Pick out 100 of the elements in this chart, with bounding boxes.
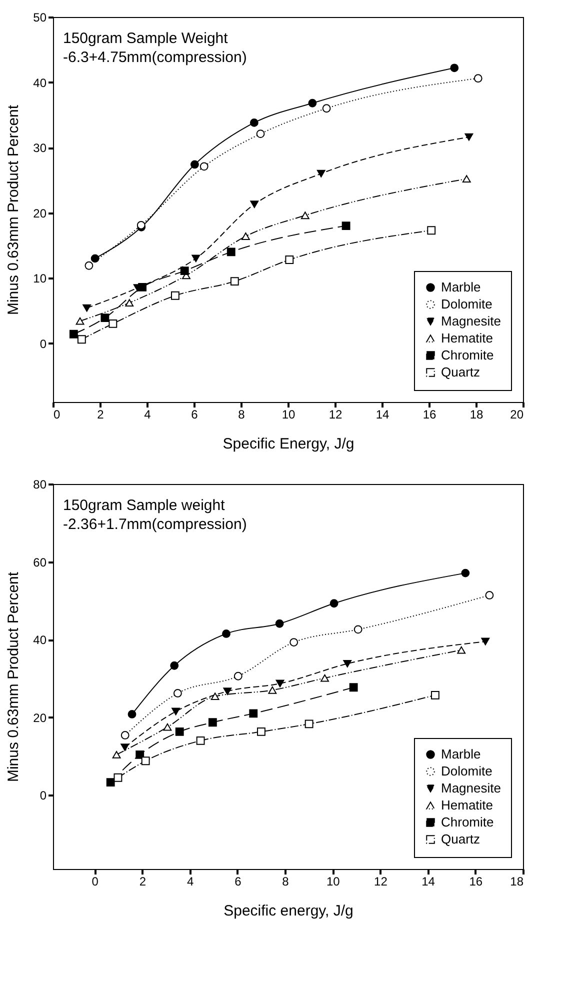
x-tick-label: 12 (328, 408, 342, 422)
point (141, 756, 150, 766)
point (474, 74, 482, 83)
point (210, 692, 220, 700)
y-tick-label: 0 (40, 788, 47, 803)
point (461, 568, 470, 578)
x-tick-label: 4 (144, 408, 152, 422)
point (136, 750, 144, 759)
annotation: 150gram Sample weight (63, 497, 226, 514)
y-tick-label: 80 (33, 478, 47, 492)
point (330, 599, 338, 608)
legend-label: Chromite (441, 814, 494, 830)
point (322, 104, 331, 113)
y-tick-label: 20 (33, 206, 47, 220)
legend-label: Magnesite (441, 314, 501, 328)
x-tick-label: 14 (376, 408, 390, 422)
x-tick-label: 12 (374, 874, 388, 888)
y-tick-label: 50 (33, 10, 47, 24)
legend-label: Magnesite (441, 780, 501, 796)
point (308, 98, 317, 108)
point (170, 291, 180, 300)
y-tick-label: 20 (33, 710, 47, 725)
point (256, 130, 265, 138)
point (349, 683, 358, 692)
point (100, 314, 110, 322)
point (223, 688, 232, 695)
point (276, 680, 284, 688)
y-tick-label: 10 (33, 272, 47, 286)
point (304, 720, 314, 728)
legend-label: Quartz (441, 832, 480, 846)
x-tick-label: 4 (186, 874, 194, 888)
x-tick-label: 0 (54, 408, 60, 422)
x-tick-label: 10 (282, 408, 296, 422)
point (320, 674, 329, 682)
point (120, 731, 130, 740)
point (208, 718, 217, 727)
x-axis-title: Specific Energy, J/g (222, 436, 354, 452)
point (222, 630, 230, 638)
point (241, 232, 250, 240)
legend-label: Hematite (441, 330, 494, 346)
point (172, 708, 180, 716)
point (226, 248, 236, 256)
y-tick-label: 40 (33, 633, 47, 648)
x-tick-label: 16 (469, 874, 483, 888)
legend-label: Chromite (441, 348, 494, 362)
point (200, 162, 208, 171)
x-tick-label: 6 (191, 408, 198, 422)
point (112, 750, 121, 758)
point (464, 133, 474, 141)
point (190, 160, 199, 169)
y-axis-title: Minus 0.63mm Product Percent (5, 571, 22, 782)
x-tick-label: 18 (510, 874, 524, 888)
point (485, 591, 494, 600)
point (230, 277, 239, 286)
x-tick-label: 6 (234, 874, 242, 888)
point (268, 686, 277, 694)
point (300, 212, 310, 220)
point (457, 646, 466, 654)
point (275, 619, 284, 628)
x-tick-label: 0 (92, 874, 99, 888)
point (106, 778, 115, 786)
x-tick-label: 16 (422, 408, 436, 422)
legend-label: Dolomite (441, 764, 492, 778)
point (427, 226, 436, 235)
y-tick-label: 40 (33, 76, 47, 90)
point (342, 222, 350, 230)
point (180, 266, 189, 276)
point (125, 299, 134, 307)
y-tick-label: 60 (33, 555, 47, 570)
annotation: 150gram Sample Weight (63, 30, 229, 47)
y-axis-title: Minus 0.63mm Product Percent (5, 104, 22, 316)
x-tick-label: 14 (422, 874, 436, 888)
x-axis-title: Specific energy, J/g (224, 902, 354, 920)
point (108, 319, 118, 328)
legend-label: Hematite (441, 798, 494, 812)
point (170, 661, 179, 670)
x-tick-label: 18 (470, 408, 484, 422)
x-tick-label: 10 (326, 874, 340, 888)
point (316, 170, 326, 178)
point (138, 282, 147, 292)
x-tick-label: 8 (282, 874, 290, 888)
point (249, 709, 258, 718)
point (128, 710, 136, 718)
point (77, 335, 86, 344)
point (462, 175, 471, 183)
point (430, 690, 440, 700)
legend-label: Dolomite (441, 296, 492, 312)
point (481, 638, 490, 646)
x-tick-label: 2 (139, 874, 146, 888)
legend-label: Marble (441, 280, 481, 294)
legend-label: Marble (441, 746, 481, 762)
point (250, 200, 259, 208)
point (354, 625, 362, 634)
point (84, 261, 94, 270)
point (192, 254, 200, 262)
point (343, 660, 352, 668)
point (173, 689, 182, 698)
point (120, 744, 130, 751)
point (234, 672, 242, 680)
point (175, 728, 184, 736)
